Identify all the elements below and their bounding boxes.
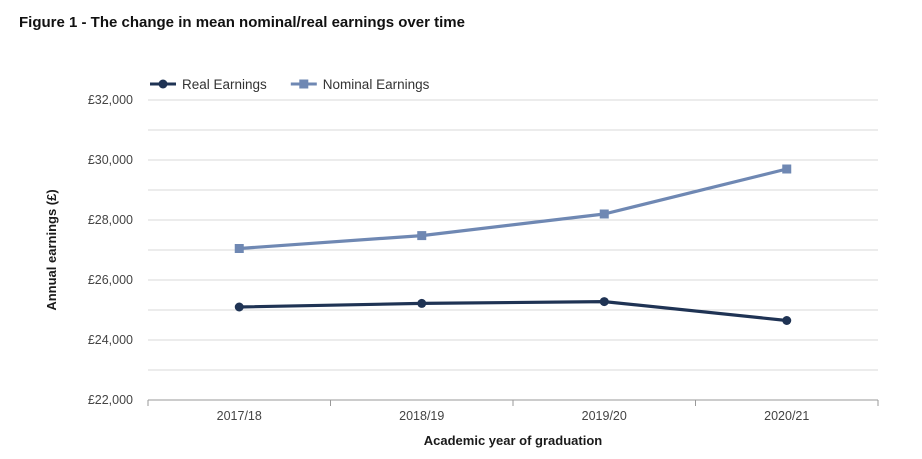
x-tick-label: 2020/21	[764, 409, 809, 423]
legend-label: Real Earnings	[182, 77, 267, 92]
data-point-marker	[599, 297, 609, 307]
x-axis-ticks: 2017/18 2018/19 2019/20 2020/21	[147, 400, 879, 423]
data-point-marker	[599, 209, 609, 219]
y-tick-label: £26,000	[88, 273, 133, 287]
y-tick-label: £32,000	[88, 93, 133, 107]
series-line-nominal-earnings	[237, 167, 789, 251]
data-point-marker	[417, 231, 427, 241]
series-layer	[234, 164, 792, 325]
data-point-marker	[782, 316, 792, 325]
legend: Real Earnings Nominal Earnings	[150, 77, 430, 92]
x-tick-label: 2019/20	[582, 409, 627, 423]
gridlines	[148, 99, 878, 401]
figure-title: Figure 1 - The change in mean nominal/re…	[19, 14, 465, 31]
y-axis-label: Annual earnings (£)	[44, 189, 59, 310]
y-tick-label: £22,000	[88, 393, 133, 407]
series-line-real-earnings	[237, 300, 789, 323]
y-tick-label: £30,000	[88, 153, 133, 167]
x-tick-label: 2017/18	[217, 409, 262, 423]
y-axis-ticks: £22,000 £24,000 £26,000 £28,000 £30,000 £32,0…	[88, 93, 133, 407]
data-point-marker	[782, 164, 792, 174]
y-tick-label: £24,000	[88, 333, 133, 347]
data-point-marker	[234, 244, 244, 253]
legend-marker	[299, 79, 309, 89]
x-tick-label: 2018/19	[399, 409, 444, 423]
data-point-marker	[234, 302, 244, 312]
data-point-marker	[417, 298, 427, 308]
y-tick-label: £28,000	[88, 213, 133, 227]
legend-marker	[158, 79, 168, 89]
legend-label: Nominal Earnings	[323, 77, 430, 92]
x-axis-label: Academic year of graduation	[424, 433, 602, 448]
